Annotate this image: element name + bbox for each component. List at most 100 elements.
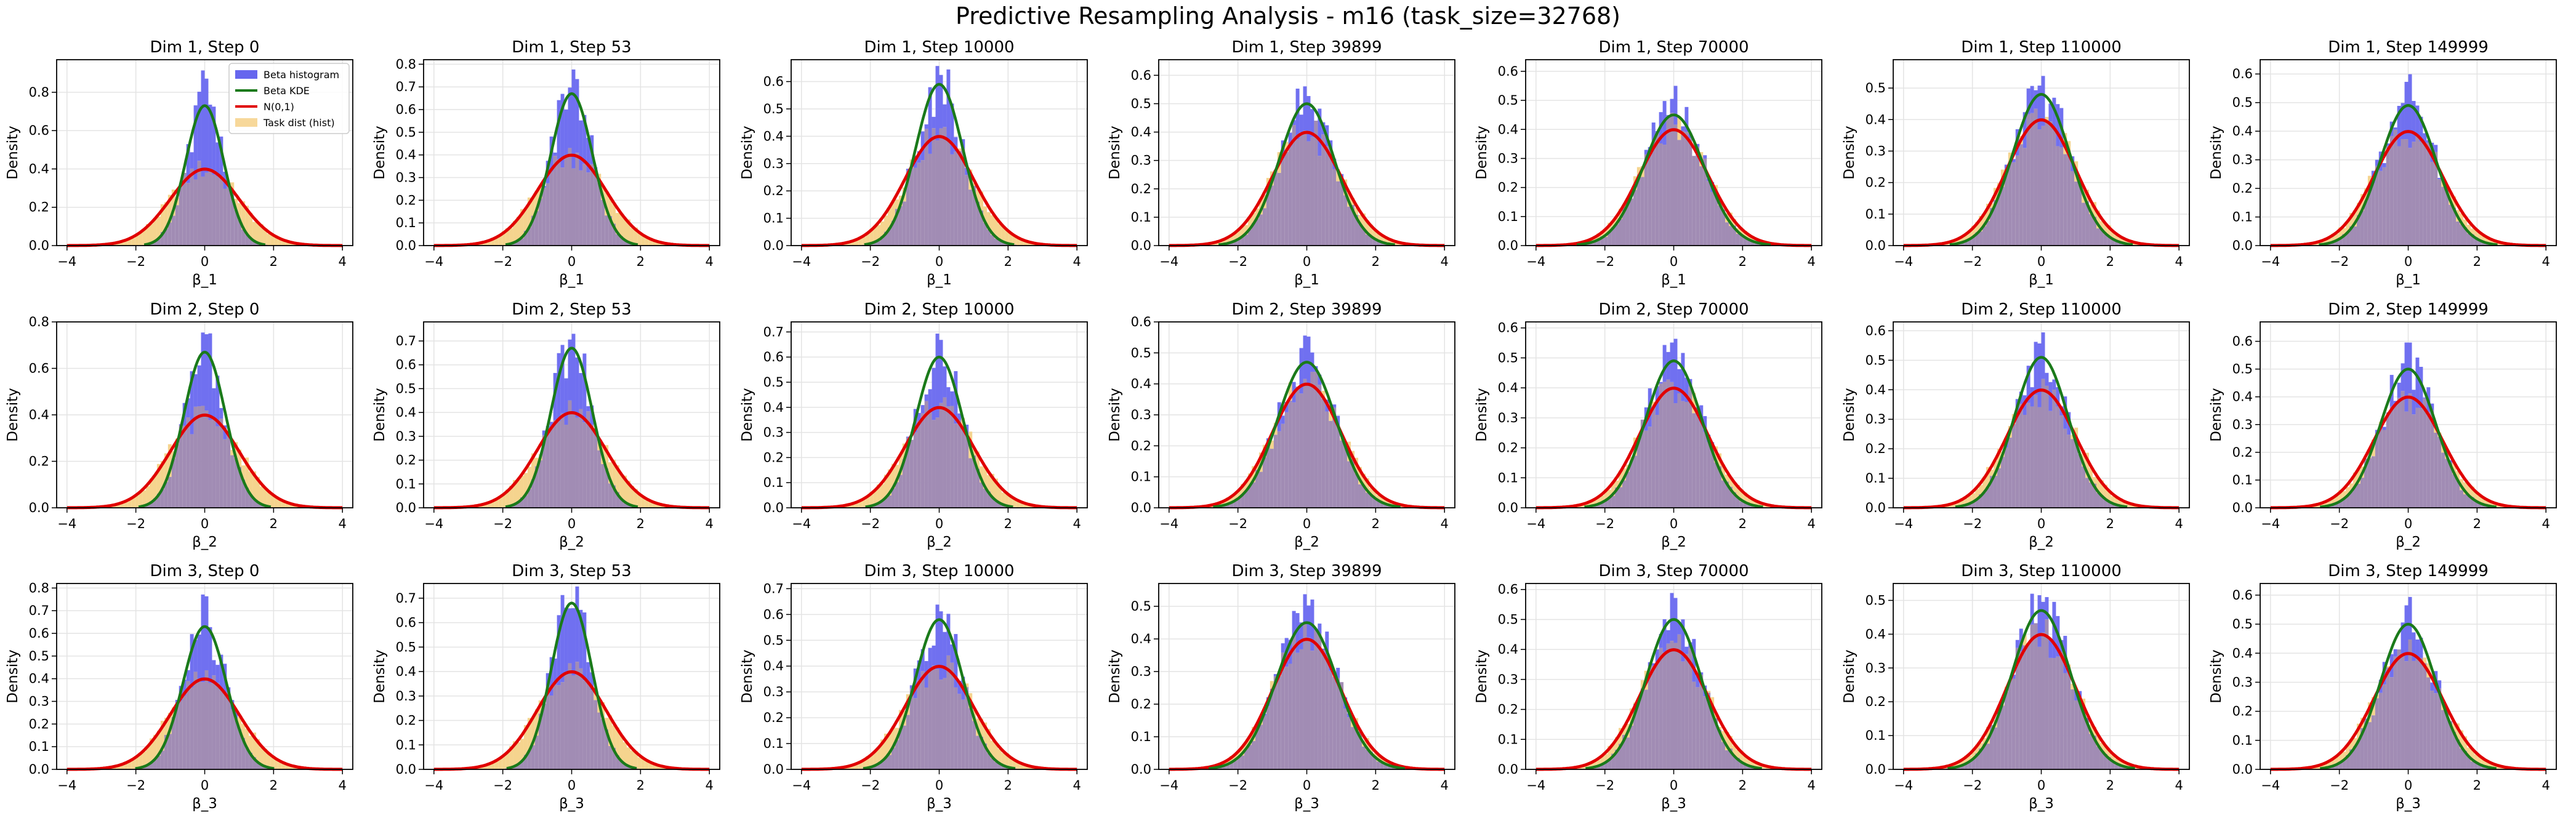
beta-hist-bar: [909, 685, 914, 689]
hist-bar-overlap: [2419, 408, 2423, 508]
hist-bar-overlap: [2019, 651, 2023, 769]
task-hist-bar: [2118, 235, 2122, 243]
x-axis-label: β_3: [192, 796, 217, 812]
beta-hist-bar: [1696, 676, 1700, 688]
hist-bar-overlap: [1273, 676, 1278, 769]
hist-bar-overlap: [605, 468, 609, 508]
task-hist-bar: [619, 213, 624, 236]
hist-bar-overlap: [1343, 708, 1348, 769]
normal-curve: [801, 135, 1077, 247]
task-hist-bar: [263, 228, 267, 245]
hist-bar-overlap: [924, 129, 928, 246]
y-tick-label: 0.1: [2232, 210, 2253, 225]
task-hist-bar: [1005, 753, 1009, 768]
hist-bar-overlap: [2371, 715, 2375, 769]
hist-bar-overlap: [906, 437, 910, 508]
x-tick-label: 4: [2175, 516, 2183, 531]
task-hist-bar: [895, 728, 899, 740]
normal-curve: [433, 670, 710, 771]
beta-hist-bar: [950, 103, 954, 154]
y-axis-label: Density: [372, 649, 388, 703]
hist-bar-overlap: [252, 757, 257, 769]
hist-bar-overlap: [2067, 435, 2071, 508]
task-hist-bar: [2107, 225, 2111, 237]
task-hist-bar: [2463, 219, 2467, 228]
hist-bar-overlap: [1281, 158, 1285, 246]
subplot-4: Dim 1, Step 39899−4 −2 0 2 40.00.10.20.30.40…: [1107, 38, 1455, 288]
hist-bar-overlap: [1361, 746, 1366, 769]
hist-bar-overlap: [1332, 169, 1337, 246]
hist-bar-overlap: [2353, 746, 2357, 769]
hist-bar-overlap: [2059, 147, 2064, 246]
hist-bar-overlap: [1600, 764, 1604, 769]
beta-hist-bar: [586, 662, 590, 682]
task-hist-bar: [534, 457, 539, 467]
y-tick-label: 0.0: [29, 500, 49, 515]
hist-bar-overlap: [234, 458, 238, 508]
task-hist-bar: [1288, 382, 1292, 401]
hist-bar-overlap: [1336, 181, 1340, 246]
hist-bar-overlap: [201, 176, 205, 246]
y-tick-label: 0.3: [1498, 151, 1518, 166]
x-tick-label: −4: [2261, 778, 2280, 793]
task-hist-bar: [1964, 234, 1968, 242]
task-hist-bar: [2023, 635, 2027, 646]
hist-bar-overlap: [601, 199, 605, 246]
y-tick-label: 0.0: [1498, 500, 1518, 515]
beta-hist-bar: [571, 69, 576, 169]
task-hist-bar: [267, 233, 271, 246]
task-hist-bar: [2008, 152, 2012, 162]
hist-bar-overlap: [2052, 658, 2056, 769]
task-hist-bar: [608, 198, 613, 216]
x-tick-label: 0: [201, 254, 209, 269]
task-hist-bar: [120, 764, 124, 769]
hist-bar-overlap: [1383, 504, 1388, 508]
y-tick-label: 0.6: [29, 361, 49, 376]
hist-bar-overlap: [2056, 146, 2060, 246]
task-hist-bar: [249, 736, 253, 753]
subplot-13: Dim 2, Step 110000−4 −2 0 2 40.00.10.20.30.4…: [1841, 300, 2190, 550]
hist-bar-overlap: [997, 239, 1002, 246]
x-tick-label: −4: [1894, 778, 1913, 793]
y-tick-label: 0.3: [1131, 664, 1151, 679]
hist-bar-overlap: [1636, 437, 1641, 508]
task-hist-bar: [884, 215, 888, 232]
hist-bar-overlap: [2111, 503, 2115, 508]
hist-bar-overlap: [605, 215, 609, 246]
task-hist-bar: [1372, 488, 1377, 498]
task-hist-bar: [605, 718, 609, 730]
y-tick-label: 0.1: [1866, 207, 1886, 222]
beta-hist-bar: [2019, 628, 2023, 652]
hist-bar-overlap: [623, 240, 627, 246]
hist-bar-overlap: [891, 747, 895, 769]
task-hist-bar: [116, 765, 121, 769]
hist-bar-overlap: [204, 411, 209, 508]
y-tick-label: 0.0: [2232, 500, 2253, 515]
task-hist-bar: [869, 228, 874, 244]
hist-bar-overlap: [1262, 457, 1266, 508]
hist-bar-overlap: [1696, 687, 1700, 769]
beta-hist-bar: [2034, 90, 2038, 109]
hist-bar-overlap: [153, 498, 157, 508]
task-hist-bar: [2335, 495, 2339, 504]
task-hist-bar: [634, 227, 638, 245]
beta-hist-bar: [2412, 101, 2416, 142]
y-tick-label: 0.6: [1498, 64, 1518, 79]
normal-curve: [2270, 395, 2546, 510]
task-hist-bar: [249, 212, 253, 238]
task-hist-bar: [2477, 233, 2482, 241]
hist-bar-overlap: [980, 483, 984, 508]
hist-bar-overlap: [891, 220, 895, 246]
task-hist-bar: [278, 238, 282, 246]
task-hist-bar: [2452, 196, 2457, 208]
y-axis-label: Density: [5, 388, 21, 441]
hist-bar-overlap: [560, 682, 565, 769]
hist-bar-overlap: [2382, 684, 2386, 769]
hist-bar-overlap: [920, 413, 925, 508]
x-tick-label: −2: [126, 516, 145, 531]
beta-hist-bar: [1659, 382, 1663, 384]
hist-bar-overlap: [2371, 183, 2375, 246]
x-tick-label: −4: [424, 516, 443, 531]
task-hist-bar: [1986, 204, 1990, 221]
hist-bar-overlap: [2067, 669, 2071, 769]
